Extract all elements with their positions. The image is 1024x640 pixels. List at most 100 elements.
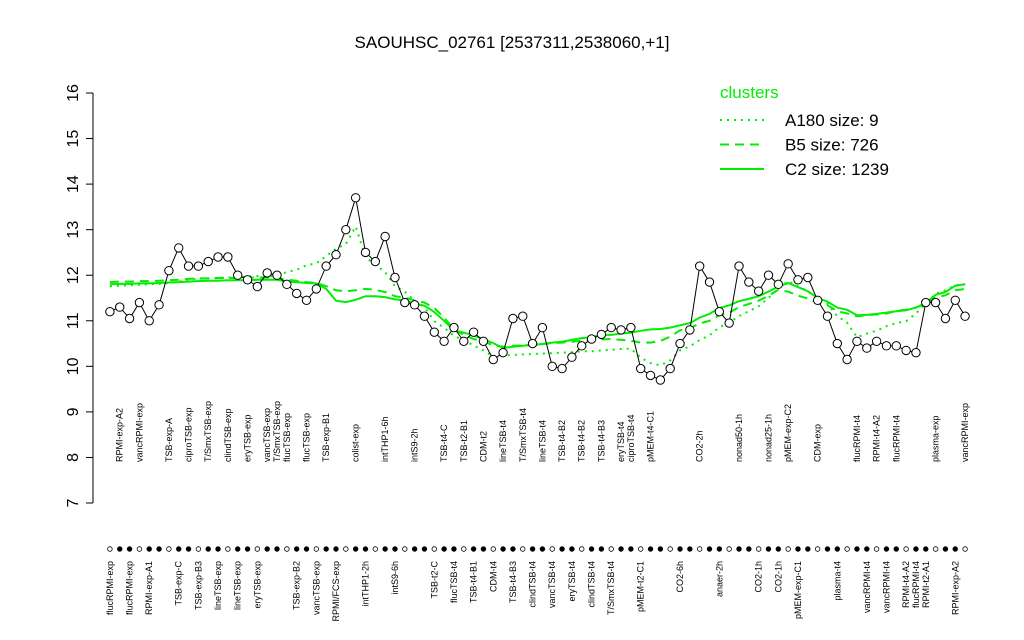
x-tick-label-bottom: flucRPMI-exp — [125, 561, 135, 615]
point — [586, 334, 597, 344]
sample-dot — [923, 546, 929, 552]
sample-dot — [775, 546, 782, 552]
point — [439, 336, 449, 346]
x-tick-label-top: T/SmxTSB-exp — [272, 401, 282, 462]
sample-dot — [864, 546, 870, 552]
x-tick-label-bottom: clindTSB-t4 — [587, 561, 597, 608]
point — [753, 286, 764, 296]
x-tick-label-top: TSB-t4-B2 — [557, 420, 567, 462]
point — [400, 297, 410, 308]
x-tick-label-bottom: TSB-exp-C — [174, 561, 184, 606]
x-tick-label-top: TSB-t4-B3 — [596, 420, 606, 462]
sample-dot — [726, 546, 732, 552]
x-tick-label-top: eryTSB-exp — [243, 414, 253, 462]
sample-dot — [814, 546, 821, 552]
point — [360, 247, 371, 258]
point — [577, 341, 587, 351]
point — [203, 256, 213, 267]
point — [301, 295, 312, 305]
point — [282, 279, 292, 290]
sample-dot — [293, 546, 300, 552]
point — [518, 311, 528, 321]
sample-dot — [254, 546, 261, 552]
point — [547, 361, 557, 372]
sample-dot — [490, 546, 496, 552]
point — [871, 336, 882, 346]
sample-dot — [588, 546, 595, 552]
sample-dot — [480, 546, 487, 552]
sample-dot — [618, 546, 624, 552]
sample-dot — [638, 546, 644, 552]
point — [262, 268, 272, 278]
x-tick-label-bottom: lineTSB-exp — [233, 561, 243, 610]
point — [763, 270, 774, 280]
point — [694, 261, 705, 271]
x-tick-label-top: nonad25-1h — [763, 414, 773, 462]
point — [183, 261, 194, 271]
point — [842, 354, 852, 365]
point — [350, 193, 361, 203]
sample-dot — [195, 546, 202, 552]
point — [891, 341, 901, 351]
point — [341, 224, 351, 235]
sample-dot — [834, 546, 841, 552]
x-tick-label-top: flucTSB-exp — [302, 413, 312, 462]
point — [862, 343, 872, 353]
x-tick-label-top: TSB-t4-B2 — [577, 420, 587, 462]
x-tick-label-bottom: anaer-2h — [714, 561, 724, 597]
y-tick-label: 7 — [65, 498, 82, 507]
y-tick-label: 13 — [65, 221, 82, 239]
x-tick-label-bottom: flucTSB-t4 — [449, 561, 459, 603]
line — [109, 224, 966, 367]
sample-dot — [362, 546, 369, 552]
y-tick-label: 16 — [65, 84, 82, 102]
x-tick-label-top: TSB-t4-C — [439, 424, 449, 462]
point — [164, 265, 174, 276]
point — [498, 347, 508, 358]
point — [105, 306, 115, 317]
point — [744, 277, 754, 287]
x-tick-label-bottom: TSB-t4-B3 — [508, 561, 518, 603]
sample-dot — [264, 546, 270, 552]
point — [636, 363, 646, 374]
x-tick-label-bottom: RPMI/FCS-exp — [331, 561, 341, 622]
x-tick-label-top: CO2-2h — [695, 430, 705, 462]
sample-dot — [854, 546, 860, 552]
x-tick-label-top: ciproTSB-exp — [184, 407, 194, 462]
sample-dot — [883, 546, 890, 552]
sample-dot — [608, 546, 614, 552]
sample-dot — [461, 546, 467, 552]
sample-dot — [126, 546, 133, 552]
x-tick-label-top: T/SmxTSB-t4 — [518, 408, 528, 462]
x-tick-label-bottom: lineTSB-exp — [213, 561, 223, 610]
point — [242, 275, 253, 285]
sample-dot — [598, 546, 605, 552]
point — [675, 338, 685, 349]
x-tick-label-top: flucRPMI-t4 — [891, 415, 901, 462]
point — [567, 352, 577, 362]
sample-dot — [579, 546, 585, 552]
x-tick-label-top: RPMI-t4-A2 — [872, 415, 882, 462]
point — [557, 363, 567, 374]
point — [783, 259, 793, 269]
sample-dot — [755, 546, 762, 552]
sample-dot — [805, 546, 811, 552]
x-tick-label-bottom: clindTSB-t4 — [528, 561, 538, 608]
x-tick-label-top: plasma-exp — [931, 415, 941, 462]
sample-dot — [785, 546, 791, 552]
x-tick-label-bottom: TSB-t4-B1 — [469, 561, 479, 603]
sample-dot — [677, 546, 683, 552]
sample-dot — [274, 546, 280, 552]
sample-dot — [569, 546, 575, 552]
sample-dot — [303, 546, 310, 552]
point — [793, 275, 803, 285]
point — [822, 311, 833, 321]
x-tick-label-top: vancRPMI-exp — [134, 403, 144, 462]
sample-dot — [716, 546, 723, 552]
y-tick-label: 9 — [65, 407, 82, 416]
sample-dot — [746, 546, 752, 552]
point — [724, 318, 734, 328]
point — [901, 345, 911, 356]
y-tick-label: 12 — [65, 266, 82, 284]
x-tick-label-top: pMEM-t4-C1 — [646, 411, 656, 462]
